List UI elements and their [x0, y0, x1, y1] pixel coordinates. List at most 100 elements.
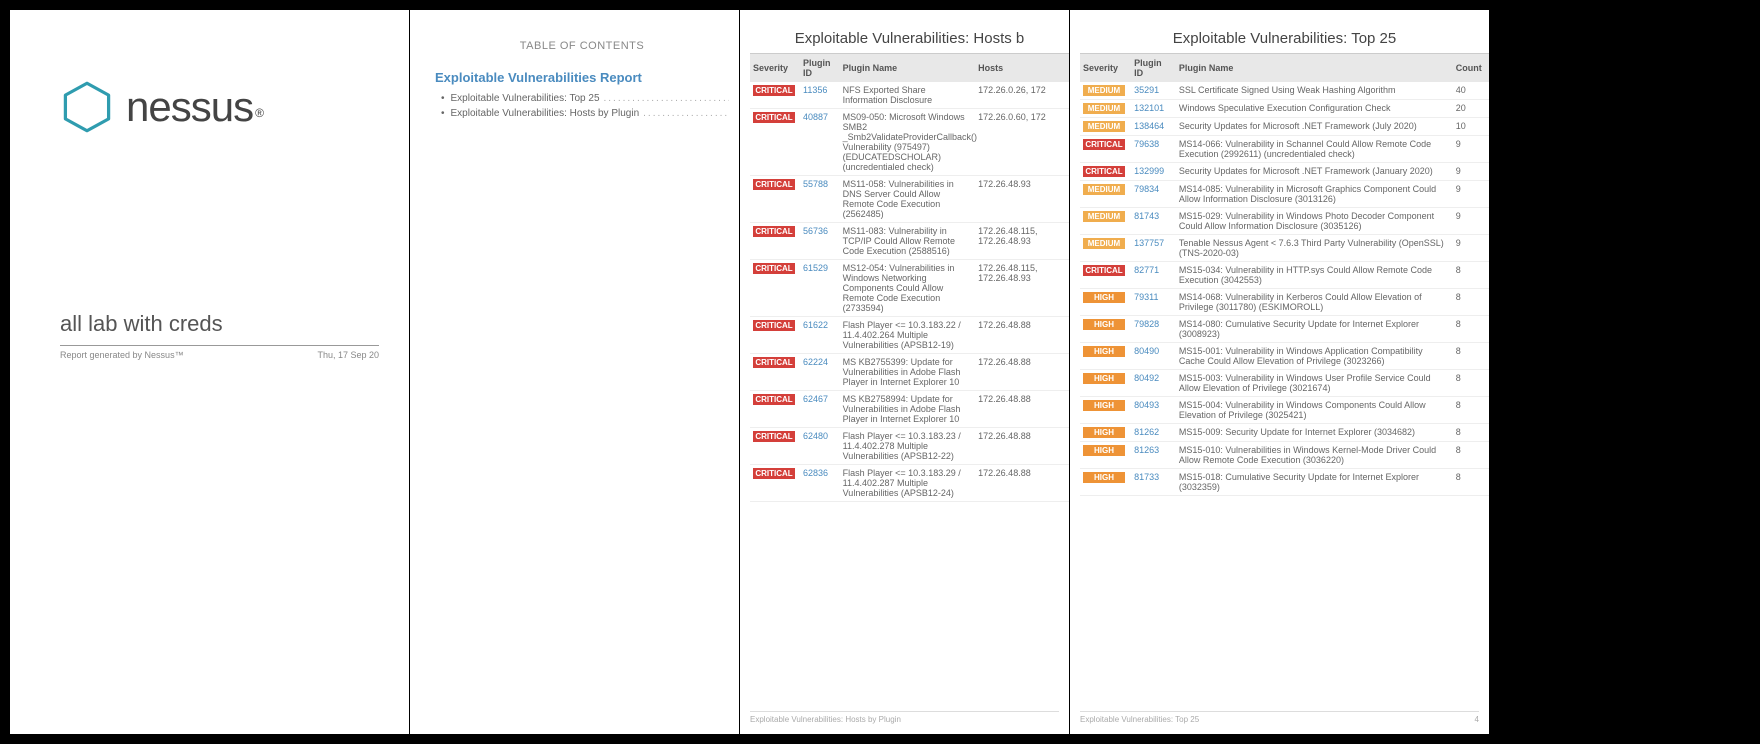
cell-pluginid[interactable]: 62480: [800, 428, 840, 465]
cell-pluginid[interactable]: 81743: [1131, 208, 1176, 235]
table-row: MEDIUM132101Windows Speculative Executio…: [1080, 100, 1489, 118]
cell-severity: MEDIUM: [1080, 235, 1131, 262]
cell-pluginid[interactable]: 79834: [1131, 181, 1176, 208]
toc-page: TABLE OF CONTENTS Exploitable Vulnerabil…: [410, 10, 740, 734]
cell-pluginname: Security Updates for Microsoft .NET Fram…: [1176, 163, 1453, 181]
cell-pluginid[interactable]: 81262: [1131, 424, 1176, 442]
cell-pluginid[interactable]: 138464: [1131, 118, 1176, 136]
footer-section: Exploitable Vulnerabilities: Top 25: [1080, 715, 1199, 724]
footer-pagenum: 4: [1475, 715, 1479, 724]
table-row: CRITICAL55788MS11-058: Vulnerabilities i…: [750, 176, 1069, 223]
cell-pluginid[interactable]: 61529: [800, 260, 840, 317]
cell-pluginname: MS15-003: Vulnerability in Windows User …: [1176, 370, 1453, 397]
cell-pluginid[interactable]: 81263: [1131, 442, 1176, 469]
cell-severity: CRITICAL: [1080, 163, 1131, 181]
col-severity: Severity: [750, 54, 800, 83]
table-row: CRITICAL62467MS KB2758994: Update for Vu…: [750, 391, 1069, 428]
cell-count: 40: [1453, 82, 1489, 100]
cell-pluginid[interactable]: 11356: [800, 82, 840, 109]
toc-header: TABLE OF CONTENTS: [435, 40, 729, 52]
severity-badge: MEDIUM: [1083, 103, 1125, 114]
hosts-page-footer: Exploitable Vulnerabilities: Hosts by Pl…: [750, 711, 1059, 724]
cell-pluginid[interactable]: 35291: [1131, 82, 1176, 100]
footer-section: Exploitable Vulnerabilities: Hosts by Pl…: [750, 715, 901, 724]
cell-pluginid[interactable]: 79828: [1131, 316, 1176, 343]
cell-severity: MEDIUM: [1080, 118, 1131, 136]
table-row: CRITICAL62836Flash Player <= 10.3.183.29…: [750, 465, 1069, 502]
table-row: HIGH80490MS15-001: Vulnerability in Wind…: [1080, 343, 1489, 370]
cell-severity: HIGH: [1080, 442, 1131, 469]
cell-pluginid[interactable]: 40887: [800, 109, 840, 176]
cell-pluginname: NFS Exported Share Information Disclosur…: [840, 82, 976, 109]
cell-pluginid[interactable]: 61622: [800, 317, 840, 354]
toc-item[interactable]: Exploitable Vulnerabilities: Top 25: [441, 93, 729, 104]
severity-badge: MEDIUM: [1083, 121, 1125, 132]
top25-page: Exploitable Vulnerabilities: Top 25 Seve…: [1070, 10, 1490, 734]
cell-pluginname: MS KB2755399: Update for Vulnerabilities…: [840, 354, 976, 391]
severity-badge: CRITICAL: [753, 357, 795, 368]
cell-pluginid[interactable]: 137757: [1131, 235, 1176, 262]
table-row: HIGH81263MS15-010: Vulnerabilities in Wi…: [1080, 442, 1489, 469]
table-row: CRITICAL62480Flash Player <= 10.3.183.23…: [750, 428, 1069, 465]
table-row: CRITICAL79638MS14-066: Vulnerability in …: [1080, 136, 1489, 163]
cell-count: 8: [1453, 316, 1489, 343]
cell-pluginid[interactable]: 79638: [1131, 136, 1176, 163]
cell-pluginid[interactable]: 55788: [800, 176, 840, 223]
col-pluginid: Plugin ID: [800, 54, 840, 83]
footer-date: Thu, 17 Sep 20: [317, 350, 379, 360]
cell-pluginid[interactable]: 132999: [1131, 163, 1176, 181]
cell-severity: CRITICAL: [750, 428, 800, 465]
cell-pluginid[interactable]: 80493: [1131, 397, 1176, 424]
col-pluginname: Plugin Name: [1176, 54, 1453, 83]
cell-severity: HIGH: [1080, 469, 1131, 496]
cell-hosts: 172.26.48.88: [975, 391, 1069, 428]
table-row: CRITICAL 132999Security Updates for Micro…: [1080, 163, 1489, 181]
cell-severity: MEDIUM: [1080, 100, 1131, 118]
cell-severity: MEDIUM: [1080, 82, 1131, 100]
footer-generated: Report generated by Nessus™: [60, 350, 184, 360]
table-row: HIGH80492MS15-003: Vulnerability in Wind…: [1080, 370, 1489, 397]
col-pluginid: Plugin ID: [1131, 54, 1176, 83]
cell-pluginname: MS15-004: Vulnerability in Windows Compo…: [1176, 397, 1453, 424]
toc-item[interactable]: Exploitable Vulnerabilities: Hosts by Pl…: [441, 108, 729, 119]
cell-pluginname: MS15-034: Vulnerability in HTTP.sys Coul…: [1176, 262, 1453, 289]
table-row: CRITICAL61622Flash Player <= 10.3.183.22…: [750, 317, 1069, 354]
cell-severity: HIGH: [1080, 424, 1131, 442]
cell-pluginid[interactable]: 79311: [1131, 289, 1176, 316]
cell-pluginname: Flash Player <= 10.3.183.23 / 11.4.402.2…: [840, 428, 976, 465]
cell-pluginid[interactable]: 62224: [800, 354, 840, 391]
cell-pluginid[interactable]: 62836: [800, 465, 840, 502]
severity-badge: MEDIUM: [1083, 85, 1125, 96]
cell-pluginid[interactable]: 80490: [1131, 343, 1176, 370]
cell-severity: CRITICAL: [750, 223, 800, 260]
severity-badge: MEDIUM: [1083, 211, 1125, 222]
cell-pluginid[interactable]: 82771: [1131, 262, 1176, 289]
cell-count: 10: [1453, 118, 1489, 136]
cell-pluginid[interactable]: 80492: [1131, 370, 1176, 397]
cell-severity: CRITICAL: [750, 317, 800, 354]
cell-pluginid[interactable]: 132101: [1131, 100, 1176, 118]
severity-badge: HIGH: [1083, 292, 1125, 303]
severity-badge: HIGH: [1083, 445, 1125, 456]
cell-pluginname: Security Updates for Microsoft .NET Fram…: [1176, 118, 1453, 136]
cell-pluginname: MS15-009: Security Update for Internet E…: [1176, 424, 1453, 442]
cell-count: 8: [1453, 469, 1489, 496]
severity-badge: CRITICAL: [753, 263, 795, 274]
cell-pluginid[interactable]: 62467: [800, 391, 840, 428]
severity-badge: HIGH: [1083, 472, 1125, 483]
severity-badge: CRITICAL: [1083, 166, 1125, 177]
cell-pluginid[interactable]: 56736: [800, 223, 840, 260]
severity-badge: MEDIUM: [1083, 184, 1125, 195]
cell-severity: CRITICAL: [750, 260, 800, 317]
col-count: Count: [1453, 54, 1489, 83]
cell-pluginid[interactable]: 81733: [1131, 469, 1176, 496]
table-row: HIGH79828MS14-080: Cumulative Security U…: [1080, 316, 1489, 343]
cell-severity: HIGH: [1080, 370, 1131, 397]
table-row: CRITICAL40887MS09-050: Microsoft Windows…: [750, 109, 1069, 176]
col-severity: Severity: [1080, 54, 1131, 83]
table-row: CRITICAL 62224MS KB2755399: Update for Vu…: [750, 354, 1069, 391]
cover-footer: Report generated by Nessus™ Thu, 17 Sep …: [60, 350, 379, 360]
cell-count: 9: [1453, 208, 1489, 235]
table-row: HIGH81262MS15-009: Security Update for I…: [1080, 424, 1489, 442]
table-row: CRITICAL56736MS11-083: Vulnerability in …: [750, 223, 1069, 260]
